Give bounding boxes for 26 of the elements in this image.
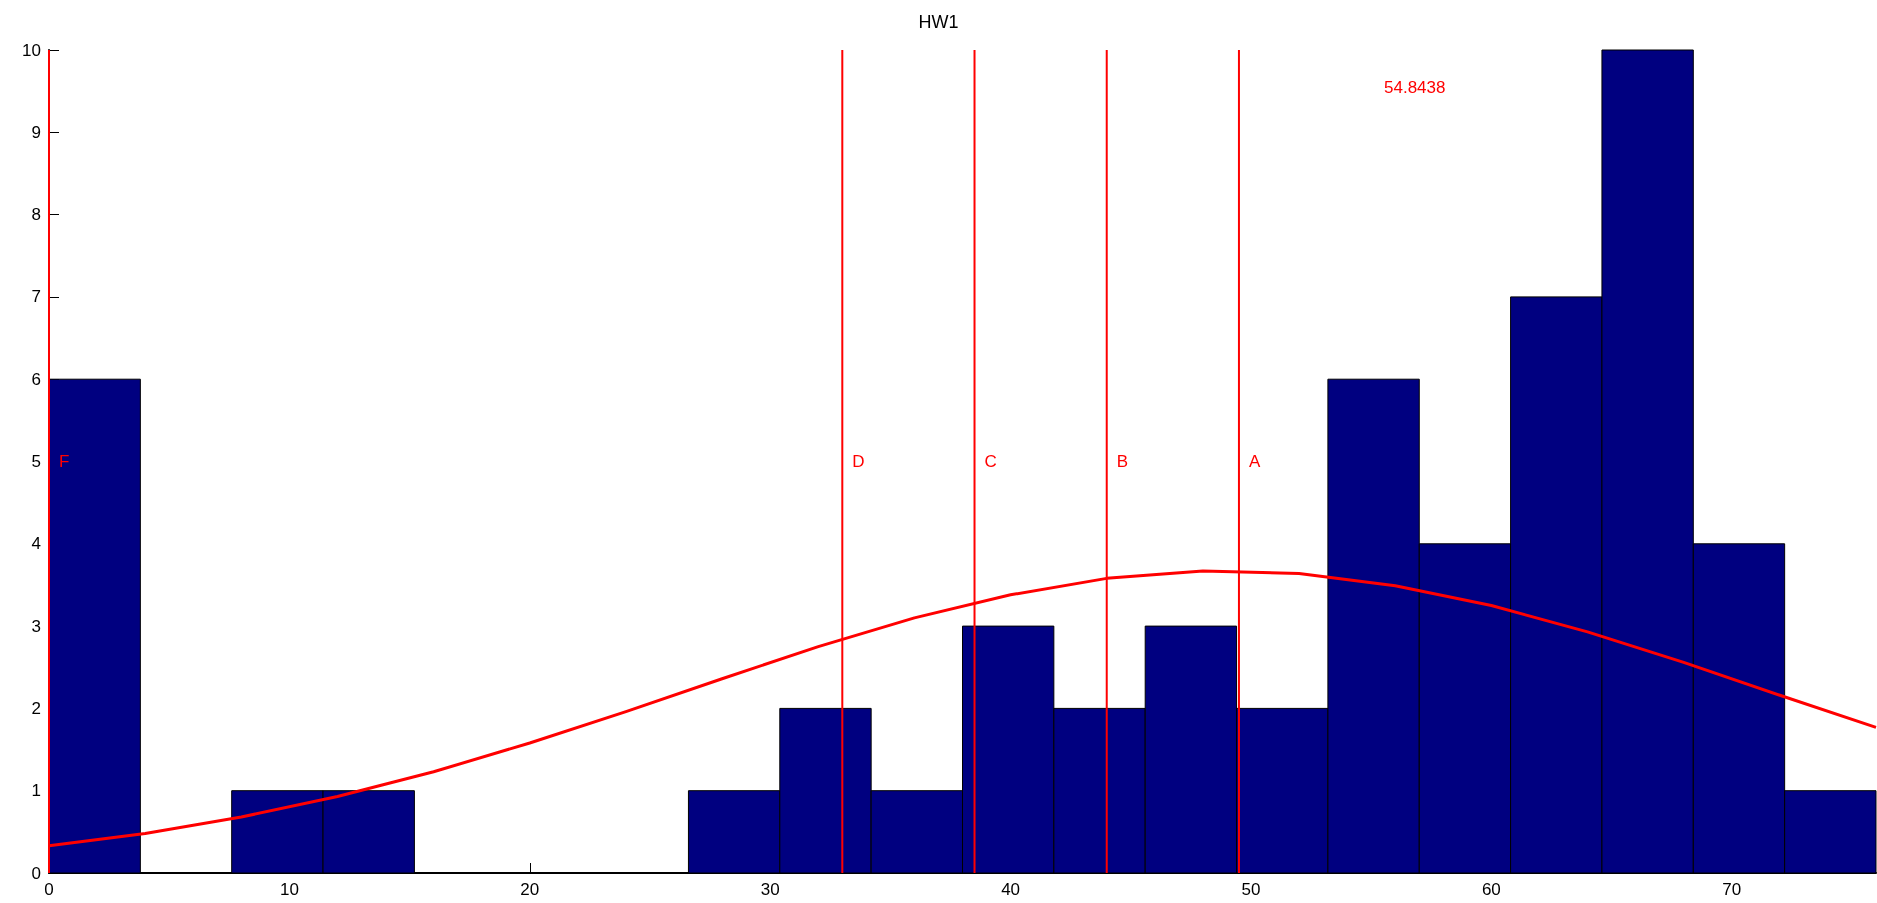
y-tick-label: 9 — [31, 122, 41, 142]
x-tick-label: 60 — [1481, 880, 1501, 899]
y-tick-label: 0 — [31, 863, 41, 883]
x-tick-label: 20 — [520, 880, 540, 899]
ref-line-label: C — [984, 452, 997, 471]
x-tick-label: 70 — [1722, 880, 1742, 899]
y-tick-label: 10 — [22, 40, 41, 60]
ref-line-label: A — [1248, 452, 1261, 471]
y-tick-label: 3 — [31, 616, 41, 636]
y-tick-label: 7 — [31, 287, 41, 307]
ref-line-label: B — [1116, 452, 1129, 471]
x-tick-label: 50 — [1241, 880, 1261, 899]
x-tick-label: 40 — [1001, 880, 1021, 899]
x-tick-label: 0 — [44, 880, 54, 899]
y-tick-label: 4 — [31, 534, 41, 554]
x-tick-label: 10 — [279, 880, 299, 899]
annotation: 54.8438 — [1384, 78, 1446, 97]
y-tick-label: 5 — [31, 452, 41, 471]
y-tick-label: 1 — [31, 781, 41, 801]
ref-line-label: D — [852, 452, 865, 471]
chart-title: HW1 — [918, 12, 959, 32]
y-tick-label: 8 — [31, 205, 41, 225]
ref-line-label: F — [59, 452, 70, 471]
y-tick-label: 6 — [31, 369, 41, 389]
y-tick-label: 2 — [31, 698, 41, 718]
x-tick-label: 30 — [760, 880, 780, 899]
